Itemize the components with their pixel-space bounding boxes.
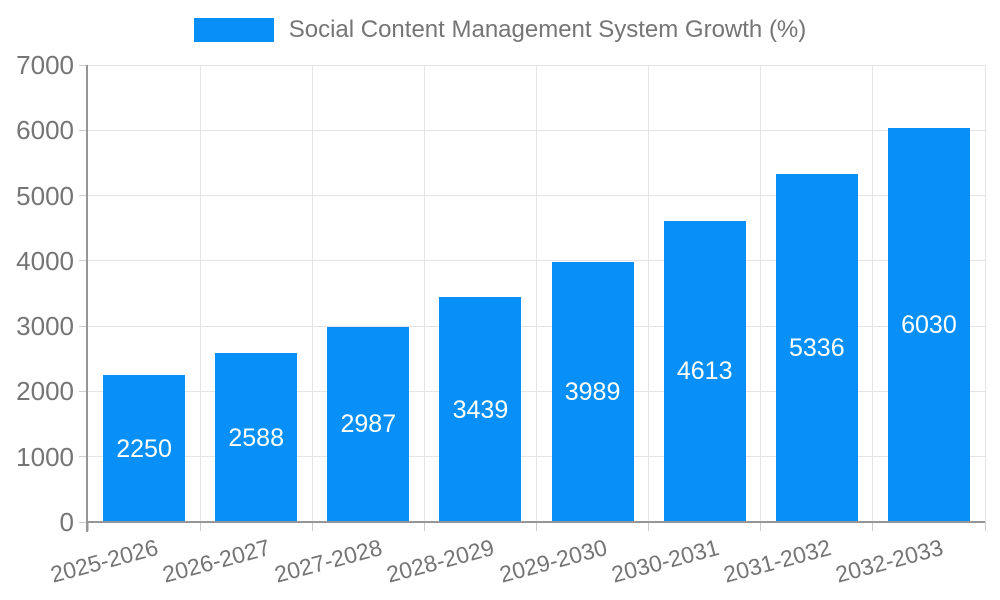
bar-value-label: 2250 [116, 434, 172, 463]
x-axis-line [86, 521, 985, 523]
y-tick-label: 1000 [16, 441, 74, 472]
x-tick [311, 522, 313, 531]
x-gridline [311, 65, 313, 522]
x-tick [536, 522, 537, 531]
y-tick [79, 521, 88, 523]
y-tick-label: 0 [59, 507, 74, 537]
x-gridline [199, 65, 201, 522]
bar-value-label: 4613 [676, 357, 733, 386]
bar-value-label: 5336 [789, 333, 845, 362]
bar[interactable] [775, 173, 858, 522]
y-tick [79, 129, 88, 131]
x-tick [872, 522, 874, 531]
x-tick-label: 2028-2029 [384, 534, 498, 588]
y-tick [79, 260, 88, 262]
legend-item[interactable]: Social Content Management System Growth … [0, 16, 1000, 44]
bar-value-label: 3989 [564, 377, 621, 406]
x-gridline [872, 65, 874, 522]
x-tick [760, 522, 762, 531]
x-tick-label: 2032-2033 [832, 534, 946, 588]
bar[interactable] [215, 353, 298, 522]
y-tick-label: 6000 [16, 115, 74, 146]
bar-value-label: 2987 [340, 410, 397, 439]
x-gridline [648, 65, 650, 522]
y-tick [79, 195, 88, 197]
x-tick [199, 522, 201, 531]
bar[interactable] [663, 220, 746, 522]
y-tick-label: 3000 [16, 311, 74, 342]
x-tick [648, 522, 650, 531]
y-tick-label: 4000 [16, 245, 74, 276]
y-tick-label: 7000 [16, 50, 74, 80]
x-tick-label: 2029-2030 [496, 534, 610, 588]
x-tick [984, 522, 986, 531]
y-axis-line [86, 65, 88, 532]
bar-value-label: 2588 [228, 423, 284, 452]
x-tick-label: 2030-2031 [608, 534, 722, 588]
bar-value-label: 6030 [901, 311, 957, 340]
y-tick [79, 64, 88, 66]
y-tick [79, 325, 88, 327]
bar[interactable] [439, 297, 522, 522]
bar[interactable] [887, 128, 970, 522]
x-tick-label: 2027-2028 [272, 534, 386, 588]
legend-label: Social Content Management System Growth … [288, 16, 807, 43]
x-gridline [536, 65, 537, 522]
x-tick [87, 522, 89, 531]
x-tick-label: 2031-2032 [720, 534, 834, 588]
y-tick [79, 456, 88, 458]
bar-value-label: 3439 [452, 395, 509, 424]
y-tick-label: 5000 [16, 180, 74, 211]
bar[interactable] [551, 261, 634, 522]
x-gridline [760, 65, 762, 522]
x-tick-label: 2025-2026 [47, 534, 161, 588]
x-tick [423, 522, 425, 531]
bar[interactable] [103, 375, 186, 522]
x-gridline [423, 65, 425, 522]
y-tick [79, 390, 88, 392]
bar[interactable] [327, 326, 410, 522]
y-tick-label: 2000 [16, 376, 74, 407]
legend-swatch [193, 18, 274, 42]
x-tick-label: 2026-2027 [159, 534, 273, 588]
x-gridline [984, 65, 986, 522]
